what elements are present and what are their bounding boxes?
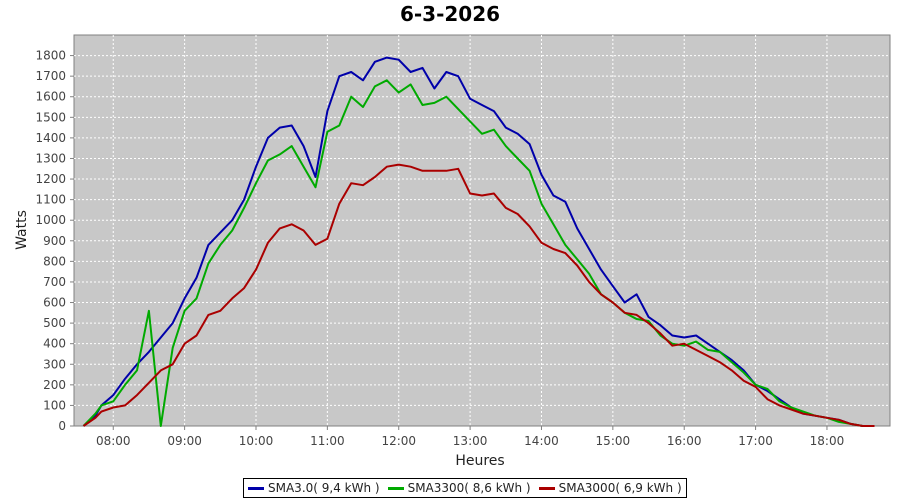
y-tick-label: 1100	[35, 193, 66, 207]
x-axis-ticks: 08:00 09:00 10:00 11:00 12:00 13:00 14:00 15:00…	[96, 426, 844, 448]
y-tick-label: 1800	[35, 49, 66, 63]
y-tick-label: 1500	[35, 110, 66, 124]
legend-label-sma3000: SMA3000( 6,9 kWh )	[558, 481, 682, 495]
chart-title: 6-3-2026	[400, 2, 500, 26]
x-tick-label: 09:00	[167, 434, 202, 448]
y-tick-label: 800	[43, 254, 66, 268]
legend-item-sma30: SMA3.0( 9,4 kWh )	[248, 481, 380, 495]
y-tick-label: 500	[43, 316, 66, 330]
x-tick-label: 17:00	[738, 434, 773, 448]
legend-label-sma3300: SMA3300( 8,6 kWh )	[407, 481, 531, 495]
legend-swatch-sma3300	[387, 486, 404, 490]
series-line-0	[82, 56, 875, 427]
y-tick-label: 900	[43, 234, 66, 248]
y-tick-label: 1200	[35, 172, 66, 186]
x-axis-label: Heures	[455, 453, 504, 469]
y-tick-label: 100	[43, 398, 66, 412]
x-tick-label: 08:00	[96, 434, 131, 448]
legend: SMA3.0( 9,4 kWh ) SMA3300( 8,6 kWh ) SMA…	[243, 478, 687, 498]
legend-item-sma3000: SMA3000( 6,9 kWh )	[538, 481, 682, 495]
y-tick-label: 1400	[35, 131, 66, 145]
y-axis-label: Watts	[14, 210, 30, 250]
x-tick-label: 10:00	[239, 434, 274, 448]
x-tick-label: 13:00	[453, 434, 488, 448]
legend-item-sma3300: SMA3300( 8,6 kWh )	[387, 481, 531, 495]
legend-swatch-sma30	[248, 486, 264, 490]
y-tick-label: 1600	[35, 90, 66, 104]
y-tick-label: 300	[43, 357, 66, 371]
y-tick-label: 1700	[35, 69, 66, 83]
y-tick-label: 400	[43, 337, 66, 351]
x-tick-label: 15:00	[596, 434, 631, 448]
x-tick-label: 11:00	[310, 434, 345, 448]
y-tick-label: 1300	[35, 151, 66, 165]
series-line-2	[82, 163, 875, 427]
y-tick-label: 1000	[35, 213, 66, 227]
x-tick-label: 16:00	[667, 434, 702, 448]
x-tick-label: 12:00	[381, 434, 416, 448]
legend-swatch-sma3000	[538, 486, 555, 490]
grid	[74, 35, 890, 426]
y-axis-ticks: 0 100 200 300 400 500 600 700 800 900 1000 1100 1200…	[35, 49, 74, 433]
series-lines	[82, 56, 875, 427]
y-tick-label: 600	[43, 296, 66, 310]
plot-area	[73, 34, 891, 427]
x-tick-label: 14:00	[524, 434, 559, 448]
y-tick-label: 0	[58, 419, 66, 433]
y-tick-label: 700	[43, 275, 66, 289]
y-tick-label: 200	[43, 378, 66, 392]
legend-label-sma30: SMA3.0( 9,4 kWh )	[268, 481, 380, 495]
series-line-1	[82, 79, 875, 427]
x-tick-label: 18:00	[810, 434, 845, 448]
